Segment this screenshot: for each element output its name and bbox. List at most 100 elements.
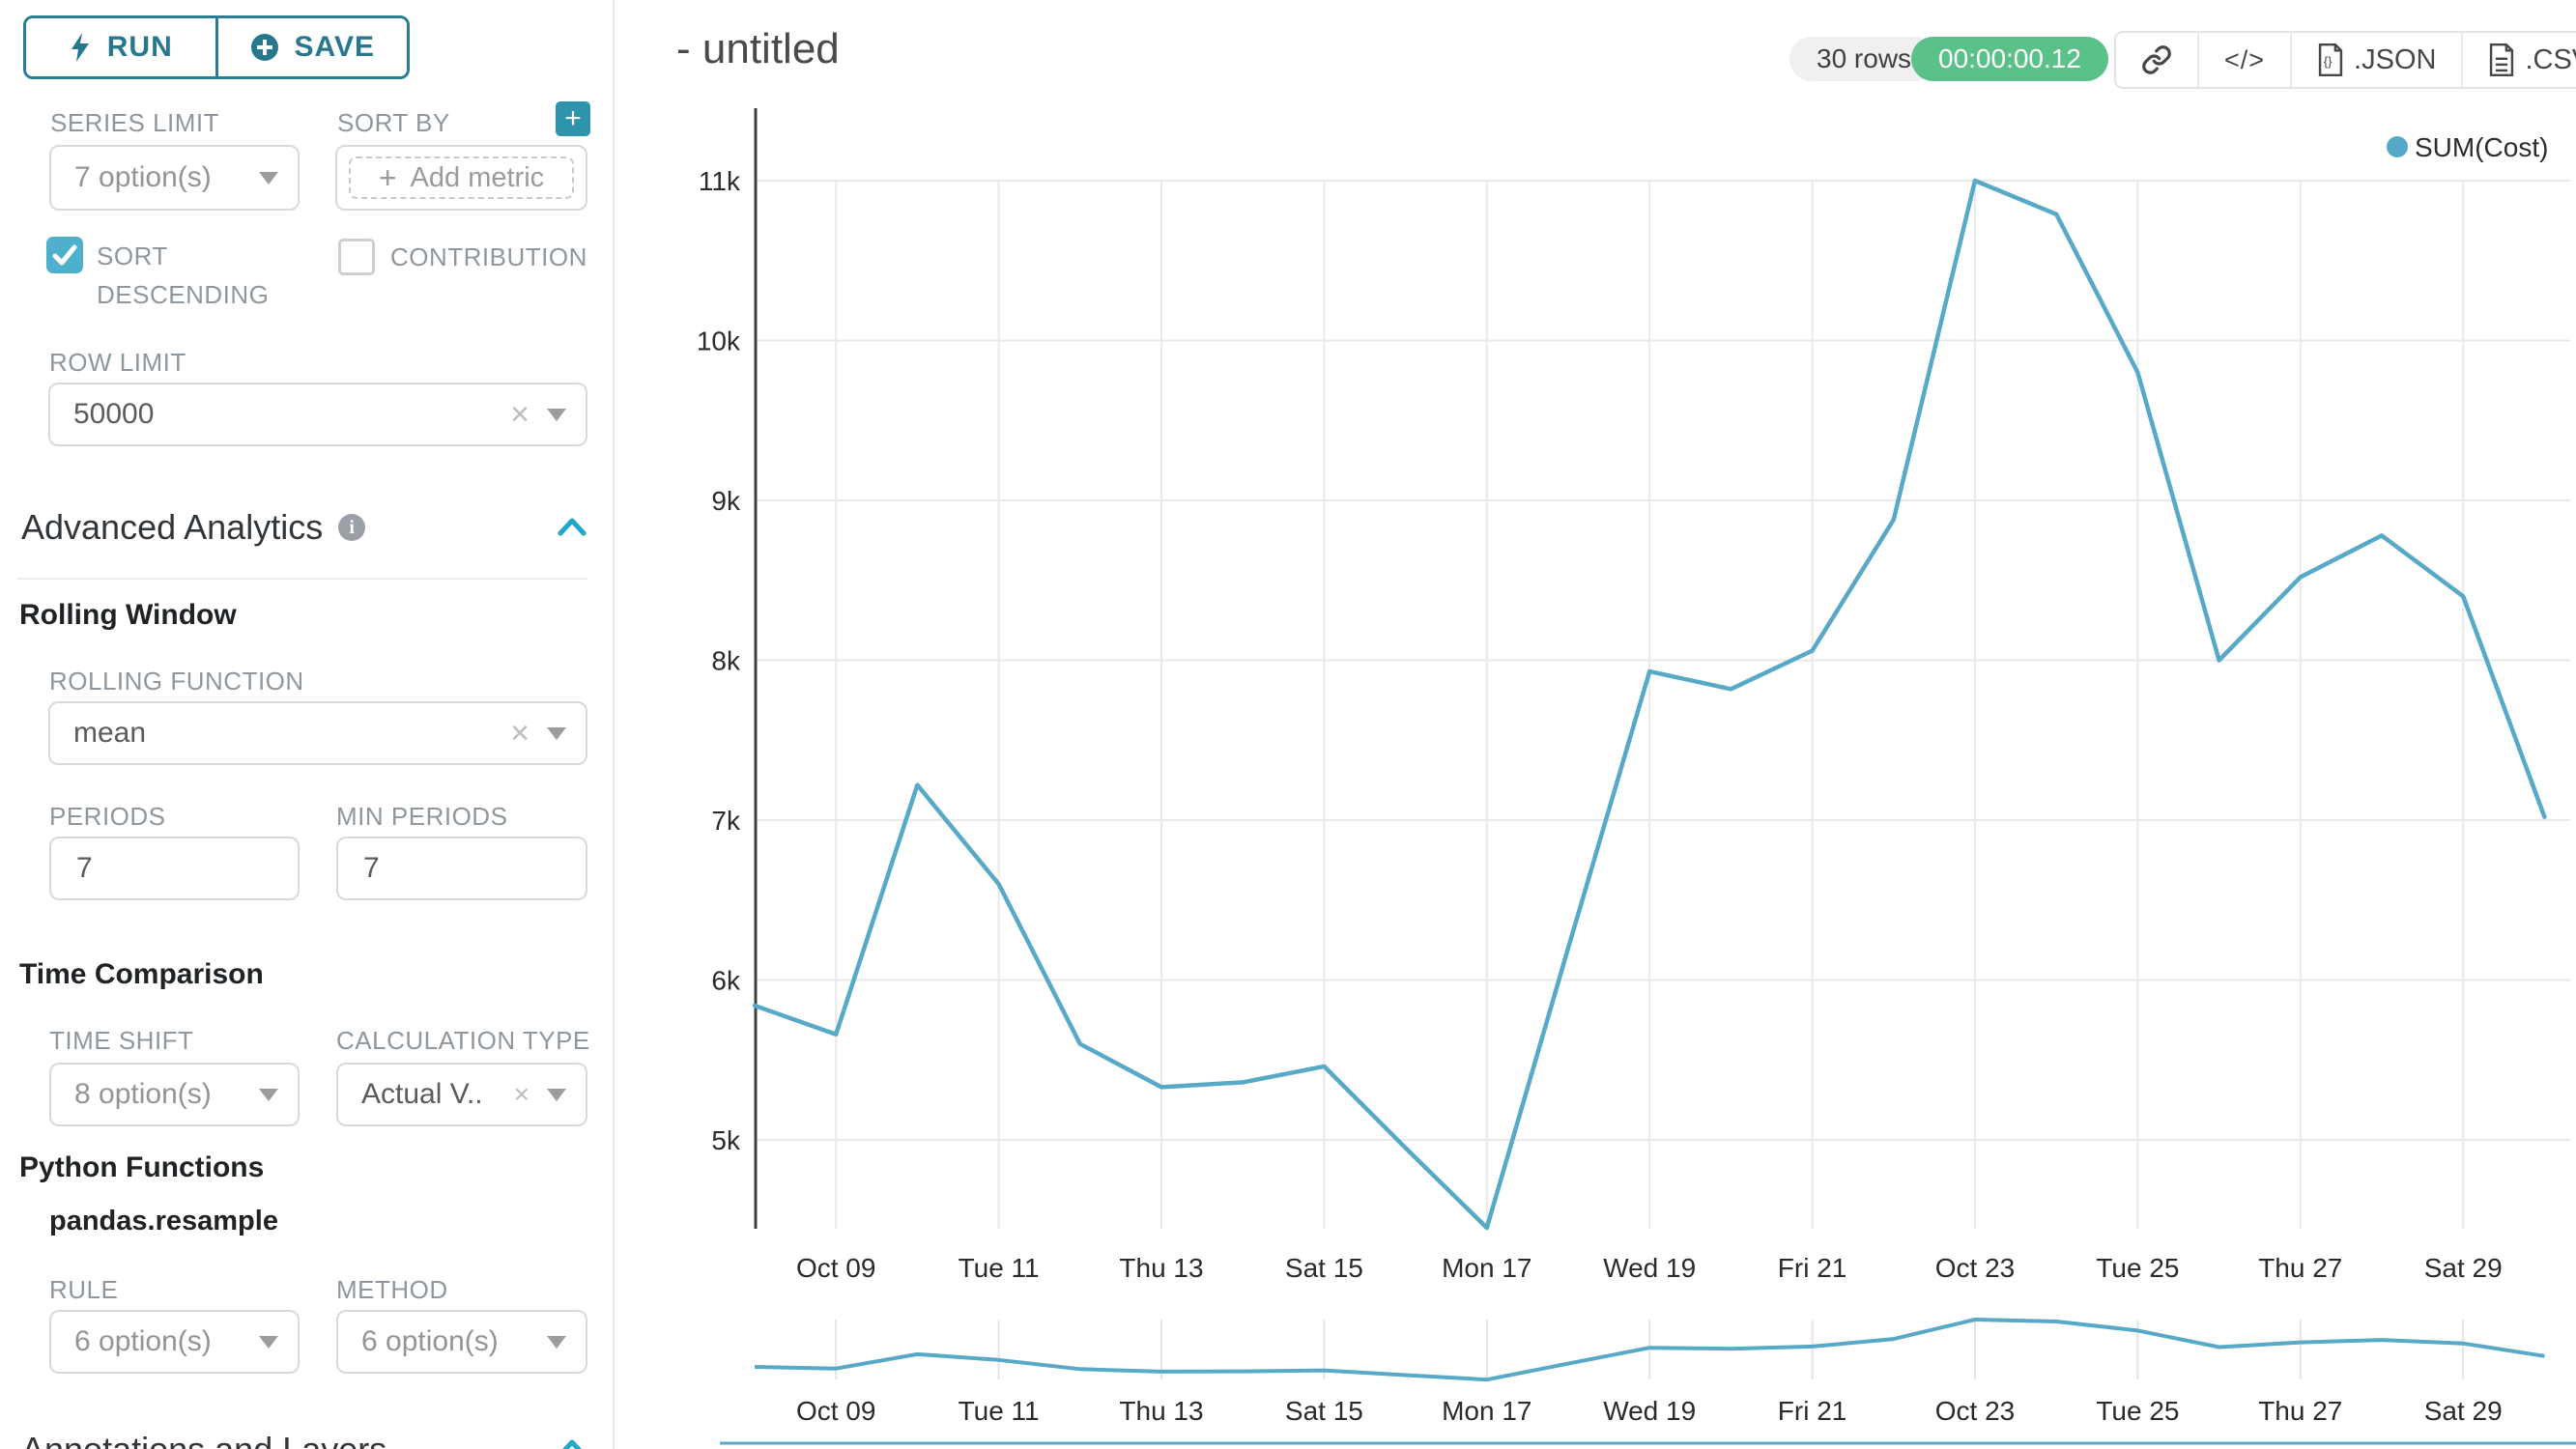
chevron-up-icon[interactable] (557, 1437, 587, 1449)
svg-text:Fri 21: Fri 21 (1778, 1253, 1847, 1283)
save-button[interactable]: SAVE (215, 18, 407, 76)
contribution-label: CONTRIBUTION (390, 242, 587, 271)
rolling-window-title: Rolling Window (19, 599, 237, 631)
clear-icon[interactable]: × (510, 715, 530, 752)
svg-text:6k: 6k (711, 966, 741, 996)
rule-value: 6 option(s) (74, 1325, 212, 1357)
code-icon: </> (2224, 44, 2266, 74)
time-shift-label: TIME SHIFT (49, 1026, 194, 1055)
series-limit-select[interactable]: 7 option(s) (49, 145, 300, 211)
row-limit-select[interactable]: 50000 × (48, 383, 587, 446)
svg-text:Sat 29: Sat 29 (2424, 1396, 2503, 1426)
clear-icon[interactable]: × (513, 1079, 530, 1109)
caret-down-icon (259, 171, 278, 185)
control-panel: RUN SAVE SERIES LIMIT SORT BY + 7 option… (0, 0, 615, 1449)
sort-descending-label: SORT DESCENDING (97, 242, 270, 309)
contribution-checkbox[interactable] (338, 239, 375, 275)
svg-text:Fri 21: Fri 21 (1778, 1396, 1847, 1426)
python-functions-title: Python Functions (19, 1151, 265, 1183)
pandas-resample-label: pandas.resample (49, 1206, 278, 1236)
svg-text:Tue 25: Tue 25 (2096, 1396, 2179, 1426)
svg-text:Sat 15: Sat 15 (1285, 1253, 1363, 1283)
add-metric-button[interactable]: + Add metric (349, 156, 574, 199)
svg-text:Oct 09: Oct 09 (796, 1253, 875, 1283)
svg-text:11k: 11k (699, 166, 741, 196)
svg-text:Wed 19: Wed 19 (1603, 1253, 1696, 1283)
svg-text:10k: 10k (697, 327, 741, 356)
svg-text:Tue 11: Tue 11 (959, 1253, 1040, 1283)
svg-text:9k: 9k (711, 486, 741, 516)
run-button[interactable]: RUN (26, 18, 215, 76)
min-periods-input[interactable]: 7 (336, 837, 587, 900)
svg-text:Mon 17: Mon 17 (1442, 1253, 1531, 1283)
rows-badge-label: 30 rows (1817, 43, 1912, 73)
time-comparison-title: Time Comparison (19, 958, 264, 990)
svg-text:Thu 27: Thu 27 (2258, 1253, 2342, 1283)
export-csv-button[interactable]: .CSV (2461, 33, 2576, 87)
add-sort-button[interactable]: + (556, 101, 590, 136)
svg-text:Tue 11: Tue 11 (959, 1396, 1040, 1426)
rule-label: RULE (49, 1275, 119, 1304)
add-metric-label: Add metric (410, 161, 545, 193)
chart-panel: - untitled 30 rows 00:00:00.12 </> {} .J… (615, 0, 2576, 1449)
svg-text:Oct 23: Oct 23 (1935, 1396, 2015, 1426)
export-csv-label: .CSV (2525, 43, 2576, 75)
rule-select[interactable]: 6 option(s) (49, 1310, 300, 1374)
export-json-button[interactable]: {} .JSON (2290, 33, 2461, 87)
run-button-label: RUN (106, 31, 173, 63)
advanced-analytics-header[interactable]: Advanced Analytics i (21, 507, 366, 548)
export-json-label: .JSON (2354, 43, 2437, 75)
caret-down-icon (259, 1335, 278, 1349)
rows-badge: 30 rows (1789, 37, 1939, 81)
time-shift-value: 8 option(s) (74, 1078, 212, 1110)
series-limit-label: SERIES LIMIT (50, 108, 220, 137)
plus-icon: + (564, 102, 582, 134)
query-button-group: RUN SAVE (23, 15, 410, 79)
series-limit-value: 7 option(s) (74, 161, 212, 193)
time-shift-select[interactable]: 8 option(s) (49, 1063, 300, 1126)
calculation-type-select[interactable]: Actual V... × (336, 1063, 587, 1126)
svg-text:Mon 17: Mon 17 (1442, 1396, 1531, 1426)
svg-text:Tue 25: Tue 25 (2096, 1253, 2179, 1283)
row-limit-value: 50000 (73, 398, 155, 430)
contribution-control: CONTRIBUTION (338, 239, 587, 275)
json-file-icon: {} (2318, 43, 2343, 76)
clear-icon[interactable]: × (510, 396, 530, 433)
svg-text:7k: 7k (711, 806, 741, 836)
export-toolbar: </> {} .JSON .CSV (2114, 31, 2576, 89)
view-query-button[interactable]: </> (2197, 33, 2290, 87)
chevron-up-icon[interactable] (557, 516, 587, 537)
rolling-function-label: ROLLING FUNCTION (49, 667, 304, 696)
advanced-analytics-title: Advanced Analytics (21, 507, 324, 547)
svg-text:Sat 15: Sat 15 (1285, 1396, 1363, 1426)
plus-icon: + (378, 159, 397, 195)
svg-text:8k: 8k (711, 646, 741, 676)
link-icon (2142, 45, 2171, 74)
row-limit-label: ROW LIMIT (49, 348, 186, 377)
periods-input[interactable]: 7 (49, 837, 300, 900)
caret-down-icon (547, 408, 566, 421)
svg-text:Wed 19: Wed 19 (1603, 1396, 1696, 1426)
caret-down-icon (259, 1088, 278, 1101)
caret-down-icon (547, 726, 566, 740)
min-periods-value: 7 (363, 852, 380, 884)
min-periods-label: MIN PERIODS (336, 802, 508, 831)
timeseries-line-chart[interactable]: 5k 6k 7k 8k 9k 10k 11k Oct 09 Oct 09 Tue 11 Tue 11… (615, 0, 2576, 1449)
sort-by-field[interactable]: + Add metric (335, 145, 587, 211)
caret-down-icon (547, 1335, 566, 1349)
calculation-type-label: CALCULATION TYPE (336, 1026, 590, 1055)
check-icon (52, 244, 77, 266)
share-link-button[interactable] (2116, 33, 2197, 87)
rolling-function-select[interactable]: mean × (48, 701, 587, 765)
svg-text:Thu 13: Thu 13 (1119, 1253, 1203, 1283)
method-label: METHOD (336, 1275, 448, 1304)
periods-label: PERIODS (49, 802, 166, 831)
chart-title: - untitled (676, 25, 840, 72)
method-select[interactable]: 6 option(s) (336, 1310, 587, 1374)
section-divider (17, 578, 587, 580)
sort-descending-checkbox[interactable] (46, 237, 83, 273)
svg-text:5k: 5k (711, 1125, 741, 1155)
method-value: 6 option(s) (361, 1325, 499, 1357)
svg-text:Sat 29: Sat 29 (2424, 1253, 2503, 1283)
